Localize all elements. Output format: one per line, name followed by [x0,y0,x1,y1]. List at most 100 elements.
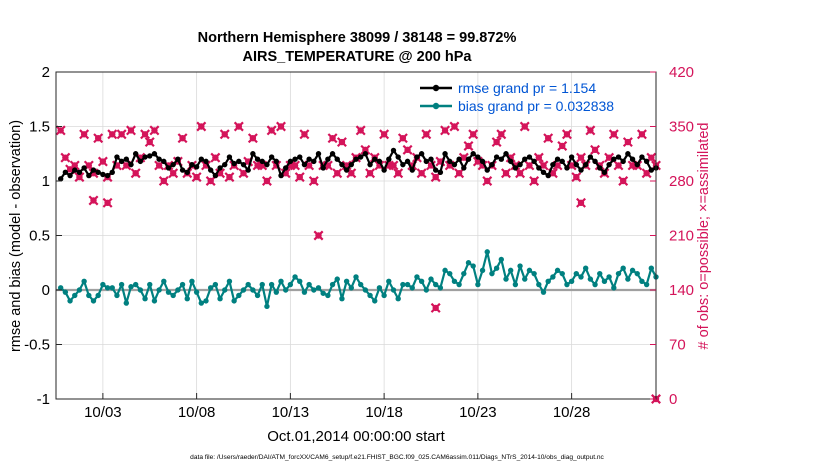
bias-point [442,267,448,274]
obs-possible-marker [179,134,186,142]
rmse-point [301,161,308,168]
obs-possible-marker [591,146,599,154]
obs-assimilated-marker [416,168,427,179]
obs-assimilated-marker [454,168,465,179]
rmse-point [611,156,617,162]
obs-assimilated-marker [463,140,474,151]
bias-point [100,281,106,288]
bias-point [311,287,317,293]
bias-point [484,249,490,255]
obs-possible-marker [221,131,228,138]
obs-assimilated-marker [468,129,479,140]
bias-point [559,270,565,277]
obs-possible-marker [249,134,257,142]
bias-point [465,260,472,266]
obs-assimilated-marker [116,129,127,140]
rmse-point [76,169,83,175]
right-axis-ticks: 420 350 280 210 140 70 0 [650,64,694,408]
rmse-point [57,176,64,182]
bias-point [404,281,411,288]
bias-point [104,285,111,291]
obs-assimilated-marker [482,176,493,186]
rmse-point [236,158,242,165]
obs-possible-marker [465,142,472,150]
obs-possible-marker [71,162,78,169]
rmse-point [231,160,237,167]
bias-point [278,278,284,284]
obs-possible-marker [315,232,322,239]
bias-point [339,296,345,302]
obs-assimilated-marker [491,137,502,148]
rmse-point [512,165,519,171]
series-lines [57,147,659,310]
obs-assimilated-marker [327,133,338,144]
bias-point [418,278,425,284]
rmse-point [357,154,364,160]
obs-possible-marker [123,162,130,169]
rmse-point [367,161,373,168]
obs-possible-marker [577,199,585,206]
bias-point [90,298,97,304]
obs-possible-marker [587,127,594,134]
rmse-point [217,165,223,171]
right-tick-label: 210 [669,228,694,245]
rmse-point [470,151,476,157]
obs-possible-marker [109,131,116,138]
rmse-point [615,154,622,160]
bias-point [306,281,312,288]
obs-assimilated-marker [576,197,586,208]
obs-possible-marker [329,134,336,142]
bias-point [179,281,186,288]
obs-possible-marker [132,170,139,177]
rmse-point [170,161,176,168]
obs-assimilated-marker [93,133,104,144]
rmse-point [400,161,406,168]
rmse-point [601,169,608,175]
obs-possible-marker [521,123,528,130]
legend-rmse-label: rmse grand pr = 1.154 [458,80,596,96]
obs-assimilated-marker [196,121,207,132]
obs-possible-marker [193,173,200,181]
rmse-point [245,167,251,173]
obs-assimilated-marker [421,129,432,140]
bias-point [568,278,575,284]
bias-point [264,303,270,310]
rmse-point [198,156,205,162]
bias-point [372,298,378,304]
obs-possible-marker [240,170,247,177]
obs-possible-marker [296,173,303,181]
bias-point [493,265,500,271]
obs-assimilated-marker [191,172,202,183]
obs-possible-marker [57,127,64,134]
obs-assimilated-marker [210,152,221,163]
obs-possible-marker [207,177,214,185]
obs-assimilated-marker [261,176,272,186]
obs-assimilated-marker [247,133,258,144]
right-tick-label: 140 [669,282,694,299]
bias-point [512,281,519,288]
rmse-point [273,158,280,165]
rmse-point [442,151,448,157]
bias-point [268,281,275,288]
bias-point [381,292,387,299]
bias-point [273,289,280,295]
obs-assimilated-marker [519,121,530,132]
bias-point [151,298,158,304]
bias-point [198,300,205,306]
obs-possible-marker [127,127,135,134]
bias-point [240,287,247,293]
bias-point [400,281,406,288]
x-axis-label: Oct.01,2014 00:00:00 start [267,428,445,445]
obs-possible-marker [366,170,374,177]
bias-point [189,278,195,284]
rmse-point [147,153,153,159]
bias-point [531,270,537,277]
obs-possible-marker [380,131,388,138]
x-tick-label: 10/13 [272,404,310,421]
rmse-point [287,158,294,165]
rmse-point [226,154,233,160]
rmse-point [465,156,472,162]
bias-point [578,274,584,280]
obs-possible-marker [62,154,69,161]
